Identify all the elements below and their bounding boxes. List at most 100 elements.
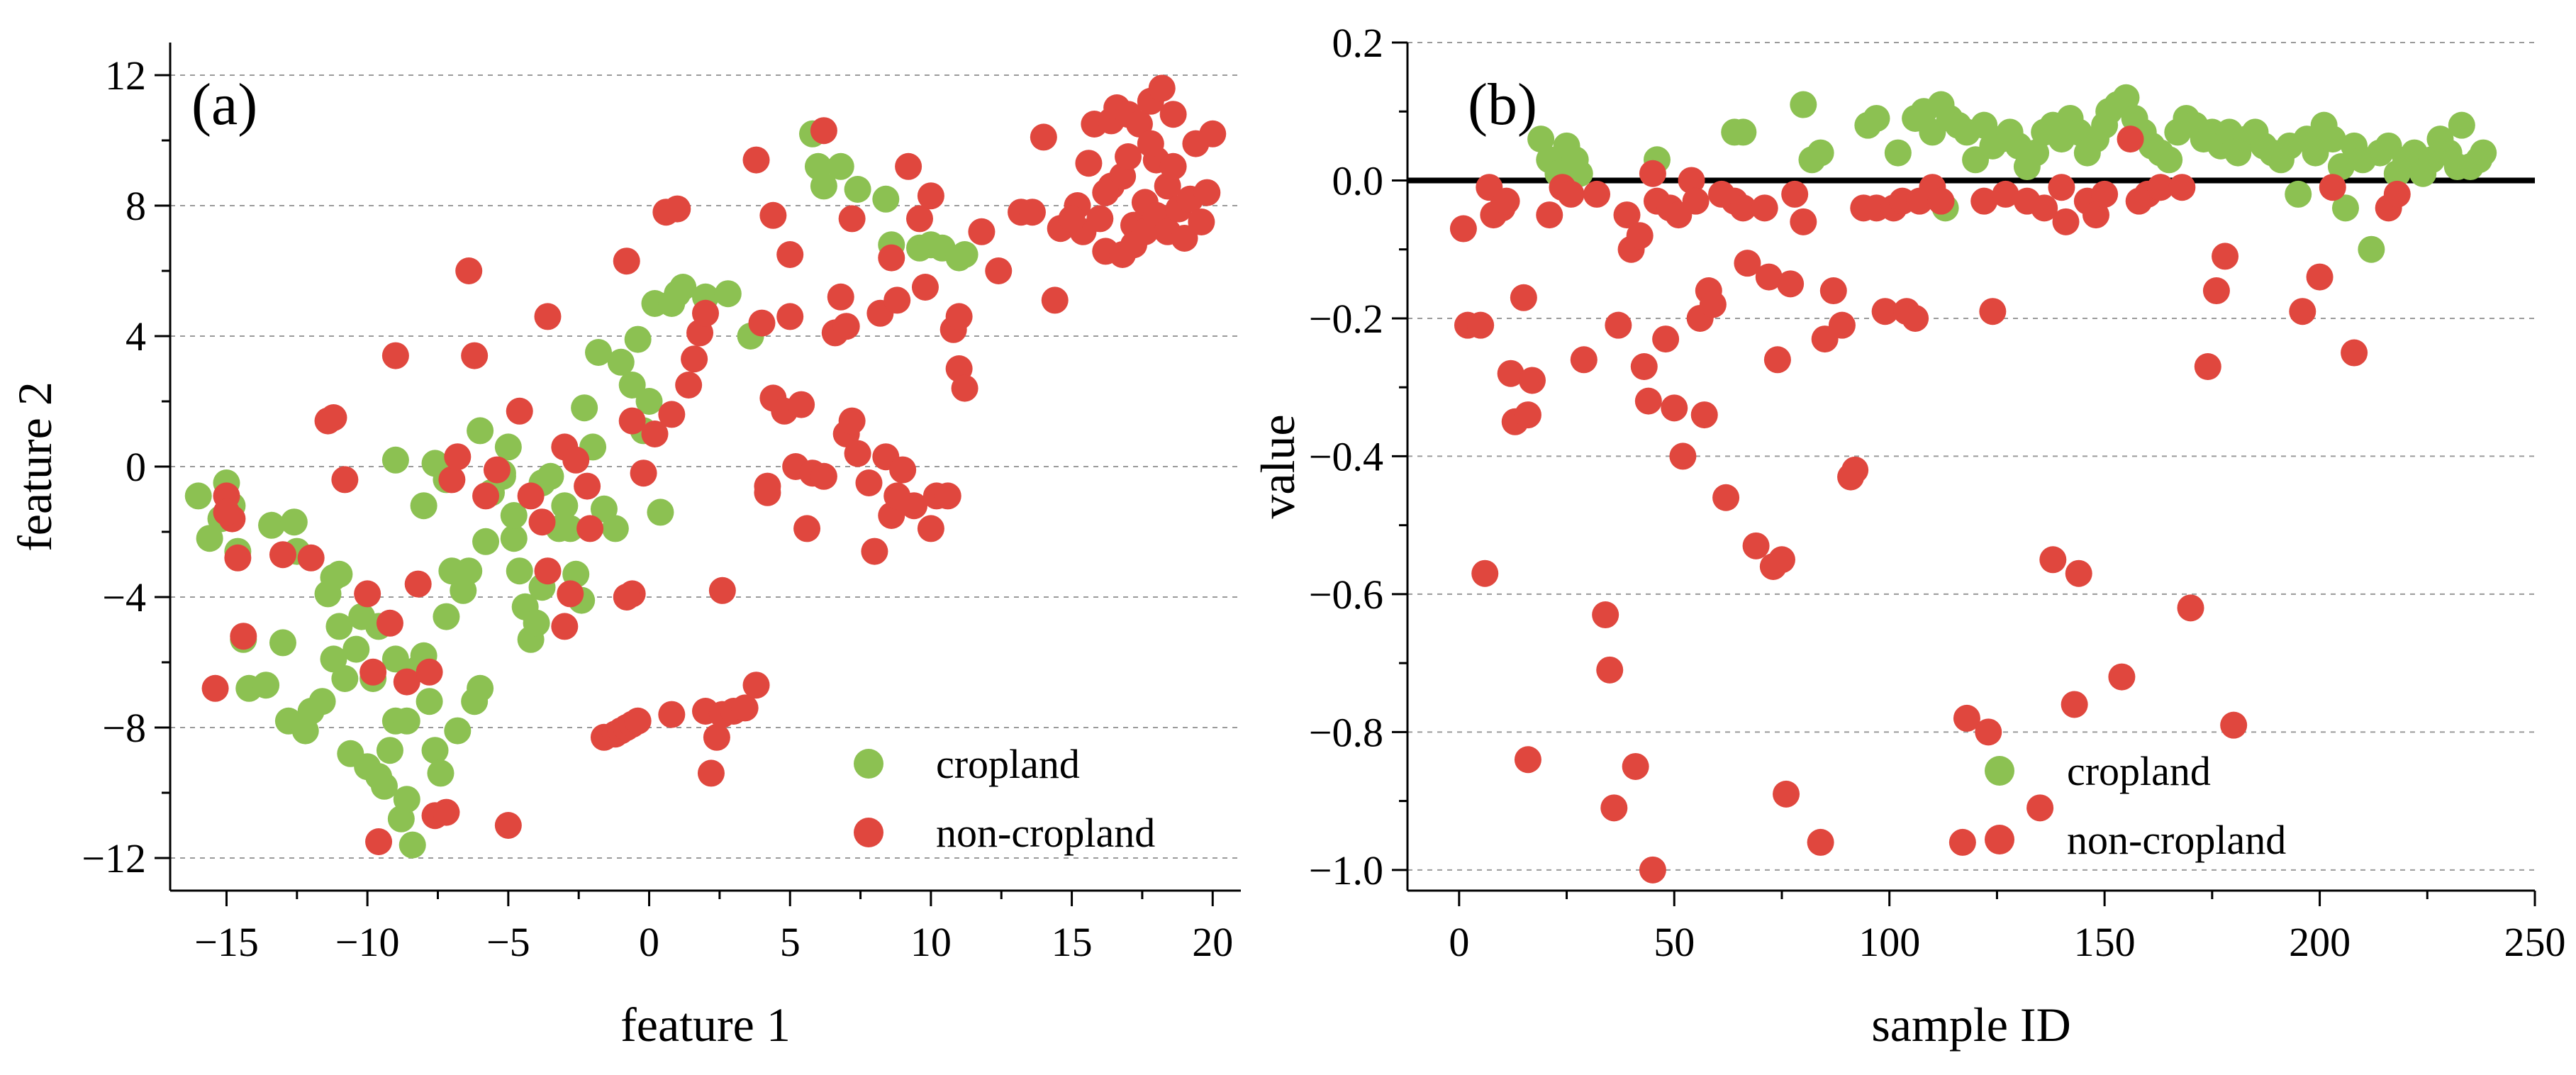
data-point-non-cropland xyxy=(754,479,781,506)
data-point-cropland xyxy=(1863,104,1890,132)
y-tick-label: 0.0 xyxy=(1332,157,1384,204)
data-point-cropland xyxy=(308,688,336,715)
data-point-cropland xyxy=(320,564,347,591)
x-tick-label: −5 xyxy=(486,919,530,965)
data-point-cropland xyxy=(252,672,280,699)
data-point-cropland xyxy=(590,495,618,523)
data-point-cropland xyxy=(421,737,449,764)
data-point-cropland xyxy=(393,707,420,735)
data-point-non-cropland xyxy=(2031,194,2058,222)
data-point-non-cropland xyxy=(506,397,533,425)
data-point-cropland xyxy=(184,482,212,510)
data-point-non-cropland xyxy=(1751,194,1778,222)
data-point-non-cropland xyxy=(562,446,590,474)
data-point-cropland xyxy=(393,786,420,813)
data-point-cropland xyxy=(494,433,522,461)
y-tick-label: 0 xyxy=(126,444,146,490)
data-point-cropland xyxy=(551,492,579,520)
data-point-non-cropland xyxy=(1948,828,1976,856)
data-point-non-cropland xyxy=(1953,704,1980,732)
data-point-cropland xyxy=(280,508,308,536)
y-tick-label: 12 xyxy=(105,52,146,99)
data-point-non-cropland xyxy=(1493,187,1520,215)
x-tick-label: 50 xyxy=(1654,919,1695,965)
data-point-cropland xyxy=(2285,180,2312,208)
y-axis-title: value xyxy=(1251,414,1305,518)
data-point-non-cropland xyxy=(2048,174,2075,201)
x-tick-label: 100 xyxy=(1858,919,1920,965)
data-point-non-cropland xyxy=(1018,199,1046,226)
data-point-non-cropland xyxy=(742,146,770,174)
data-point-non-cropland xyxy=(917,182,944,210)
data-point-non-cropland xyxy=(1773,780,1800,808)
data-point-non-cropland xyxy=(1600,794,1628,822)
y-tick-label: −4 xyxy=(102,574,146,620)
data-point-non-cropland xyxy=(1570,346,1598,374)
data-point-non-cropland xyxy=(838,407,866,435)
data-point-non-cropland xyxy=(968,218,996,245)
data-point-cropland xyxy=(1729,118,1757,146)
data-point-non-cropland xyxy=(2108,663,2136,691)
data-point-non-cropland xyxy=(1613,201,1641,229)
data-point-non-cropland xyxy=(703,723,730,751)
legend-marker-non-cropland xyxy=(1985,825,2014,854)
data-point-non-cropland xyxy=(832,313,860,340)
data-point-non-cropland xyxy=(1137,130,1164,157)
data-point-non-cropland xyxy=(438,466,466,494)
data-point-cropland xyxy=(2022,139,2050,167)
y-tick-label: −12 xyxy=(82,835,146,881)
data-point-non-cropland xyxy=(664,195,691,223)
data-point-non-cropland xyxy=(1449,215,1477,243)
data-point-non-cropland xyxy=(748,309,776,337)
data-point-cropland xyxy=(827,152,854,180)
data-point-cropland xyxy=(2331,194,2359,222)
x-tick-label: 250 xyxy=(2504,919,2566,965)
y-tick-label: −0.8 xyxy=(1309,709,1383,755)
data-point-non-cropland xyxy=(269,541,296,569)
x-axis-title: feature 1 xyxy=(620,998,791,1052)
data-point-cropland xyxy=(1527,126,1555,153)
data-point-non-cropland xyxy=(1634,387,1662,415)
data-point-cropland xyxy=(523,609,550,637)
x-tick-label: 15 xyxy=(1052,919,1093,965)
legend-label: cropland xyxy=(936,741,1080,787)
data-point-cropland xyxy=(1807,139,1834,167)
x-tick-label: 0 xyxy=(639,919,659,965)
data-point-non-cropland xyxy=(624,707,652,735)
data-point-cropland xyxy=(810,172,837,200)
data-point-non-cropland xyxy=(1841,456,1869,484)
data-point-non-cropland xyxy=(1171,225,1198,252)
data-point-non-cropland xyxy=(359,658,387,686)
data-point-non-cropland xyxy=(1514,401,1541,429)
data-point-non-cropland xyxy=(613,247,640,275)
data-point-cropland xyxy=(571,394,598,422)
panel-label: (b) xyxy=(1468,72,1537,138)
data-point-non-cropland xyxy=(1763,346,1791,374)
data-point-non-cropland xyxy=(1467,311,1495,339)
data-point-cropland xyxy=(500,525,528,552)
data-point-non-cropland xyxy=(1592,601,1619,629)
data-point-cropland xyxy=(1884,139,1912,167)
data-point-non-cropland xyxy=(2202,277,2230,305)
data-point-non-cropland xyxy=(731,694,759,722)
data-point-non-cropland xyxy=(1777,270,1805,298)
data-point-non-cropland xyxy=(951,374,978,402)
data-point-non-cropland xyxy=(1807,828,1834,856)
data-point-non-cropland xyxy=(2220,711,2248,739)
data-point-cropland xyxy=(647,498,674,526)
data-point-non-cropland xyxy=(2306,263,2334,291)
data-point-non-cropland xyxy=(1819,277,1847,305)
data-point-cropland xyxy=(427,759,455,787)
legend-label: cropland xyxy=(2067,748,2211,794)
data-point-cropland xyxy=(714,280,742,308)
data-point-cropland xyxy=(500,502,528,529)
data-point-non-cropland xyxy=(861,538,888,565)
data-point-non-cropland xyxy=(1030,123,1057,151)
data-point-cropland xyxy=(669,274,697,301)
data-point-cropland xyxy=(196,525,223,552)
data-point-cropland xyxy=(410,492,437,520)
data-point-non-cropland xyxy=(985,257,1013,284)
data-point-cropland xyxy=(371,772,398,800)
y-tick-label: 0.2 xyxy=(1332,20,1384,66)
data-point-non-cropland xyxy=(483,456,511,484)
